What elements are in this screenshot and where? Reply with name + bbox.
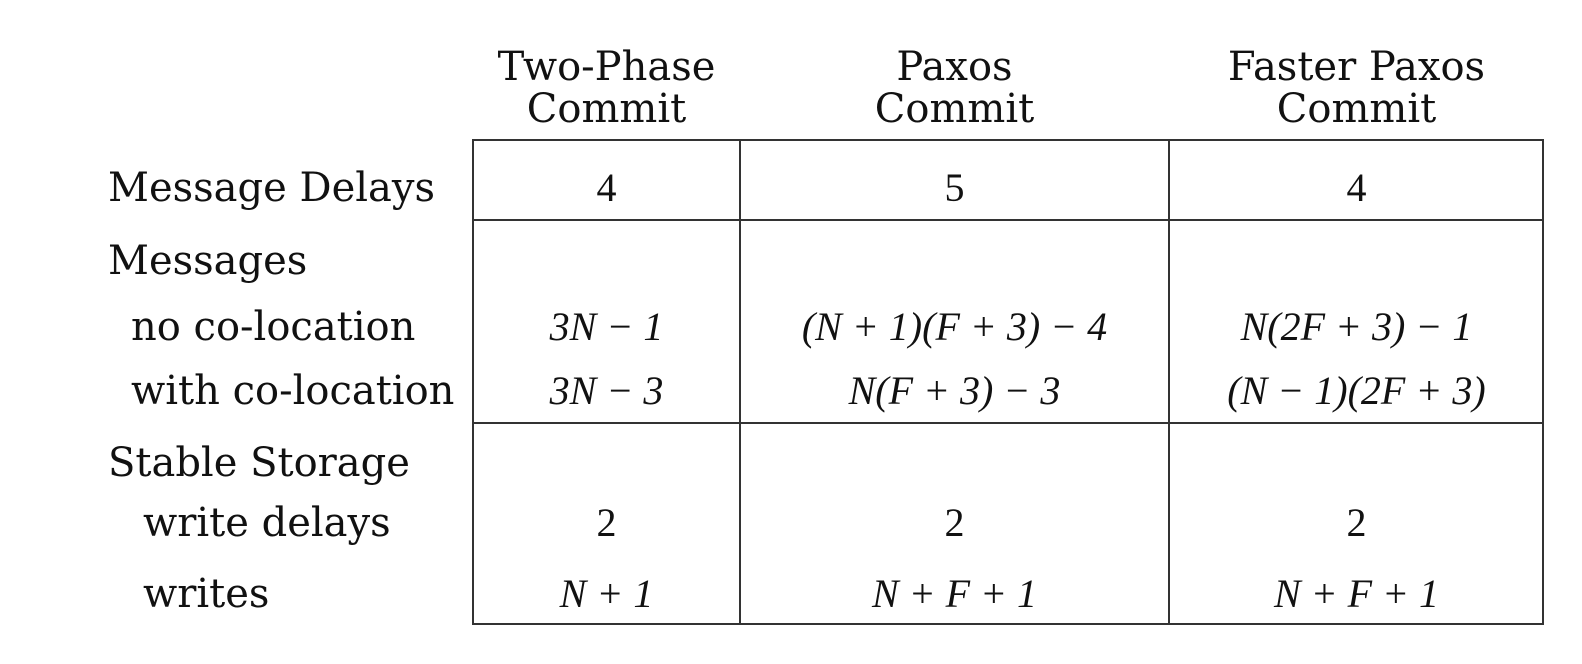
column-header-line: Commit: [874, 86, 1035, 132]
column-header-line: Two-Phase: [497, 44, 716, 90]
cell-write-delays: 2: [1346, 500, 1367, 545]
row-label-messages: Messages: [108, 238, 308, 284]
cell-with-colocation: 3N − 3: [549, 368, 664, 413]
column-header-line: Commit: [1276, 86, 1437, 132]
column-header-line: Commit: [526, 86, 687, 132]
row-label-with-colocation: with co-location: [131, 368, 455, 414]
cell-message-delays: 5: [944, 165, 965, 210]
cell-with-colocation: (N − 1)(2F + 3): [1227, 368, 1486, 413]
column-header-paxos: Paxos Commit: [740, 46, 1169, 130]
cell-write-delays: 2: [944, 500, 965, 545]
row-label-writes: writes: [143, 571, 270, 617]
cell-write-delays: 2: [596, 500, 617, 545]
column-header-two-phase: Two-Phase Commit: [473, 46, 740, 130]
table-border-left: [472, 139, 474, 625]
row-label-no-colocation: no co-location: [131, 304, 416, 350]
table-divider: [473, 219, 1544, 221]
table-column-divider: [1168, 139, 1170, 625]
table-border-right: [1542, 139, 1544, 625]
cell-writes: N + F + 1: [1273, 571, 1440, 616]
row-label-stable-storage: Stable Storage: [108, 440, 410, 486]
table-border-top: [473, 139, 1544, 141]
cell-writes: N + 1: [559, 571, 654, 616]
table-border-bottom: [473, 623, 1544, 625]
cell-writes: N + F + 1: [871, 571, 1038, 616]
cell-no-colocation: (N + 1)(F + 3) − 4: [801, 304, 1108, 349]
row-label-message-delays: Message Delays: [108, 165, 436, 211]
column-header-faster-paxos: Faster Paxos Commit: [1169, 46, 1544, 130]
cell-message-delays: 4: [1346, 165, 1367, 210]
cell-with-colocation: N(F + 3) − 3: [848, 368, 1061, 413]
row-label-write-delays: write delays: [143, 500, 391, 546]
table-divider: [473, 422, 1544, 424]
cell-message-delays: 4: [596, 165, 617, 210]
column-header-line: Faster Paxos: [1227, 44, 1486, 90]
cell-no-colocation: N(2F + 3) − 1: [1240, 304, 1473, 349]
cell-no-colocation: 3N − 1: [549, 304, 664, 349]
column-header-line: Paxos: [896, 44, 1013, 90]
table-column-divider: [739, 139, 741, 625]
